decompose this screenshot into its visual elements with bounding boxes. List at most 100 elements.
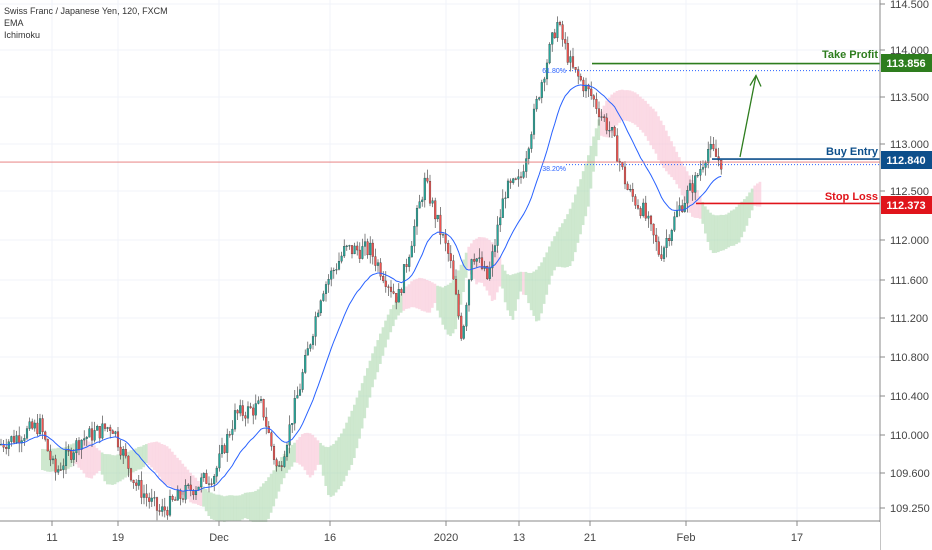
- candle-body[interactable]: [168, 496, 172, 516]
- candle-body[interactable]: [460, 315, 463, 339]
- candle-body[interactable]: [642, 202, 645, 216]
- candle-body[interactable]: [239, 405, 242, 414]
- candle-body[interactable]: [397, 289, 400, 303]
- candle-body[interactable]: [543, 78, 546, 83]
- candlesticks[interactable]: [0, 16, 723, 521]
- candle-body[interactable]: [491, 251, 494, 269]
- candle-body[interactable]: [59, 469, 62, 471]
- candle-body[interactable]: [161, 506, 164, 512]
- candle-body[interactable]: [626, 183, 629, 190]
- candle-body[interactable]: [340, 255, 343, 262]
- candle-body[interactable]: [249, 406, 252, 409]
- candle-body[interactable]: [709, 144, 712, 150]
- candle-body[interactable]: [449, 253, 452, 261]
- candle-body[interactable]: [358, 249, 361, 259]
- candle-body[interactable]: [265, 416, 268, 427]
- candle-body[interactable]: [72, 452, 75, 460]
- candle-body[interactable]: [389, 286, 393, 292]
- candle-body[interactable]: [114, 431, 117, 434]
- candle-body[interactable]: [423, 177, 426, 201]
- candle-body[interactable]: [142, 493, 146, 498]
- candle-body[interactable]: [343, 246, 346, 257]
- candle-body[interactable]: [275, 459, 278, 467]
- candle-body[interactable]: [410, 245, 413, 258]
- candle-body[interactable]: [636, 205, 640, 209]
- candle-body[interactable]: [696, 175, 699, 177]
- candle-body[interactable]: [499, 217, 502, 226]
- candle-body[interactable]: [88, 428, 91, 438]
- candle-body[interactable]: [428, 181, 432, 204]
- candle-body[interactable]: [678, 205, 681, 211]
- candle-body[interactable]: [306, 348, 309, 356]
- candle-body[interactable]: [272, 446, 276, 460]
- candle-body[interactable]: [200, 477, 203, 488]
- candle-body[interactable]: [590, 88, 593, 96]
- candle-body[interactable]: [623, 166, 627, 185]
- candle-body[interactable]: [132, 479, 135, 484]
- candle-body[interactable]: [569, 56, 572, 63]
- candle-body[interactable]: [202, 473, 205, 479]
- candle-body[interactable]: [324, 284, 328, 294]
- candle-body[interactable]: [699, 169, 702, 176]
- candle-body[interactable]: [181, 498, 185, 500]
- candle-body[interactable]: [116, 431, 120, 448]
- candle-body[interactable]: [267, 426, 270, 433]
- candle-body[interactable]: [603, 116, 606, 119]
- candle-body[interactable]: [220, 445, 224, 454]
- candle-body[interactable]: [228, 434, 231, 436]
- candle-body[interactable]: [694, 175, 697, 193]
- candle-body[interactable]: [166, 510, 169, 516]
- candle-body[interactable]: [262, 399, 265, 418]
- candle-body[interactable]: [561, 24, 564, 40]
- candle-body[interactable]: [525, 158, 528, 172]
- candle-body[interactable]: [434, 200, 437, 220]
- candle-body[interactable]: [210, 483, 213, 485]
- candle-body[interactable]: [522, 171, 525, 178]
- candle-body[interactable]: [319, 300, 322, 314]
- candle-body[interactable]: [506, 180, 510, 199]
- candle-body[interactable]: [457, 293, 460, 317]
- candle-body[interactable]: [597, 108, 601, 118]
- candle-body[interactable]: [7, 441, 10, 449]
- candle-body[interactable]: [376, 262, 380, 266]
- candle-body[interactable]: [140, 480, 143, 498]
- candle-body[interactable]: [304, 355, 307, 373]
- candle-body[interactable]: [51, 458, 55, 461]
- candle-body[interactable]: [330, 270, 333, 280]
- candle-body[interactable]: [657, 241, 660, 255]
- candle-body[interactable]: [241, 405, 244, 416]
- candle-body[interactable]: [392, 291, 395, 294]
- candle-body[interactable]: [670, 230, 673, 242]
- candle-body[interactable]: [356, 245, 359, 251]
- candle-body[interactable]: [135, 482, 138, 486]
- candle-body[interactable]: [720, 159, 723, 170]
- candle-body[interactable]: [540, 82, 543, 98]
- candle-body[interactable]: [473, 259, 476, 262]
- candle-body[interactable]: [714, 148, 718, 157]
- candle-body[interactable]: [155, 497, 159, 511]
- candle-body[interactable]: [345, 245, 348, 247]
- candle-body[interactable]: [83, 438, 86, 441]
- candle-body[interactable]: [5, 447, 8, 449]
- candle-body[interactable]: [577, 69, 580, 77]
- candle-body[interactable]: [127, 455, 130, 469]
- candle-body[interactable]: [595, 99, 598, 109]
- candle-body[interactable]: [252, 407, 255, 416]
- candle-body[interactable]: [311, 336, 315, 345]
- candle-body[interactable]: [137, 480, 140, 486]
- candle-body[interactable]: [454, 279, 458, 295]
- candle-body[interactable]: [600, 116, 603, 118]
- candle-body[interactable]: [486, 266, 489, 279]
- candle-body[interactable]: [379, 262, 382, 277]
- candle-body[interactable]: [551, 32, 554, 45]
- candle-body[interactable]: [171, 496, 174, 500]
- candle-body[interactable]: [527, 148, 530, 159]
- candle-body[interactable]: [532, 108, 536, 135]
- candle-body[interactable]: [77, 440, 81, 450]
- candle-body[interactable]: [665, 238, 668, 248]
- candle-body[interactable]: [647, 215, 650, 219]
- candle-body[interactable]: [348, 245, 351, 247]
- candle-body[interactable]: [337, 260, 341, 270]
- candle-body[interactable]: [519, 176, 523, 178]
